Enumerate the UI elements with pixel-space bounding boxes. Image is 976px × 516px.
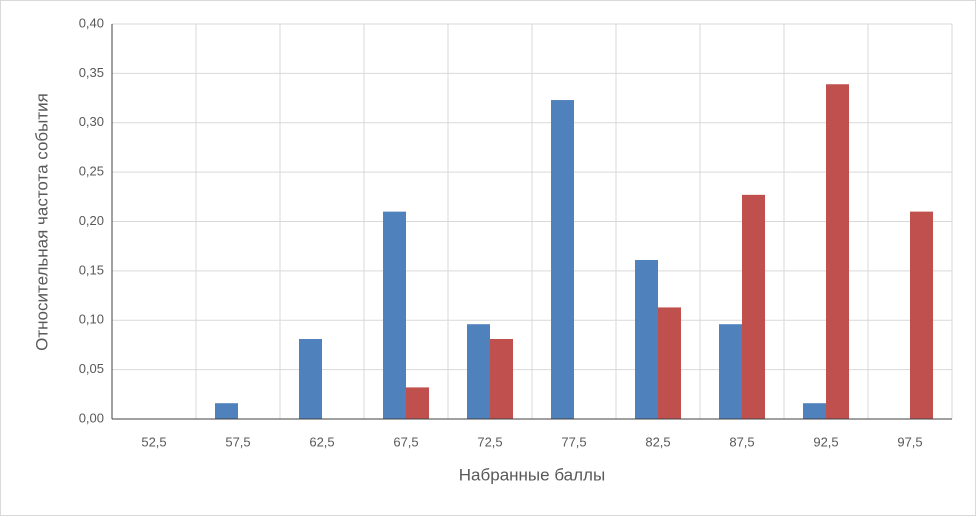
bar	[383, 211, 406, 419]
y-tick-label: 0,40	[79, 15, 104, 30]
bar	[467, 324, 490, 419]
y-tick-label: 0,05	[79, 361, 104, 376]
bar	[803, 403, 826, 419]
y-tick-label: 0,15	[79, 262, 104, 277]
y-tick-label: 0,25	[79, 164, 104, 179]
x-tick-label: 77,5	[561, 434, 586, 449]
x-tick-label: 67,5	[393, 434, 418, 449]
x-tick-label: 72,5	[477, 434, 502, 449]
bar	[490, 339, 513, 419]
y-axis-title: Относительная частота события	[32, 93, 51, 351]
x-tick-label: 62,5	[309, 434, 334, 449]
bar	[719, 324, 742, 419]
x-tick-label: 97,5	[897, 434, 922, 449]
bar	[299, 339, 322, 419]
x-tick-label: 82,5	[645, 434, 670, 449]
y-tick-label: 0,10	[79, 312, 104, 327]
bar	[658, 307, 681, 419]
x-axis-title: Набранные баллы	[459, 465, 605, 484]
bar	[635, 260, 658, 419]
bar	[826, 84, 849, 420]
bar	[215, 403, 238, 419]
bar	[406, 387, 429, 419]
y-tick-label: 0,20	[79, 213, 104, 228]
x-tick-label: 92,5	[813, 434, 838, 449]
bar	[742, 194, 765, 419]
x-tick-label: 52,5	[141, 434, 166, 449]
bars	[215, 84, 933, 420]
y-tick-label: 0,35	[79, 65, 104, 80]
x-tick-label: 87,5	[729, 434, 754, 449]
y-tick-label: 0,30	[79, 114, 104, 129]
y-tick-label: 0,00	[79, 410, 104, 425]
x-tick-label: 57,5	[225, 434, 250, 449]
bar	[551, 100, 574, 419]
bar	[910, 211, 933, 419]
